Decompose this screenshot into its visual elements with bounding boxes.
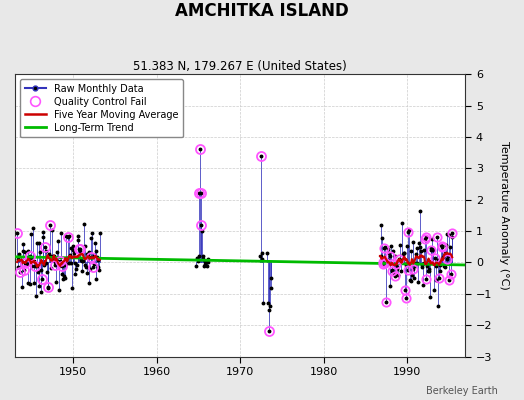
Legend: Raw Monthly Data, Quality Control Fail, Five Year Moving Average, Long-Term Tren: Raw Monthly Data, Quality Control Fail, … [20, 79, 183, 138]
Title: 51.383 N, 179.267 E (United States): 51.383 N, 179.267 E (United States) [133, 60, 347, 73]
Y-axis label: Temperature Anomaly (°C): Temperature Anomaly (°C) [499, 141, 509, 290]
Text: Berkeley Earth: Berkeley Earth [426, 386, 498, 396]
Text: AMCHITKA ISLAND: AMCHITKA ISLAND [175, 2, 349, 20]
